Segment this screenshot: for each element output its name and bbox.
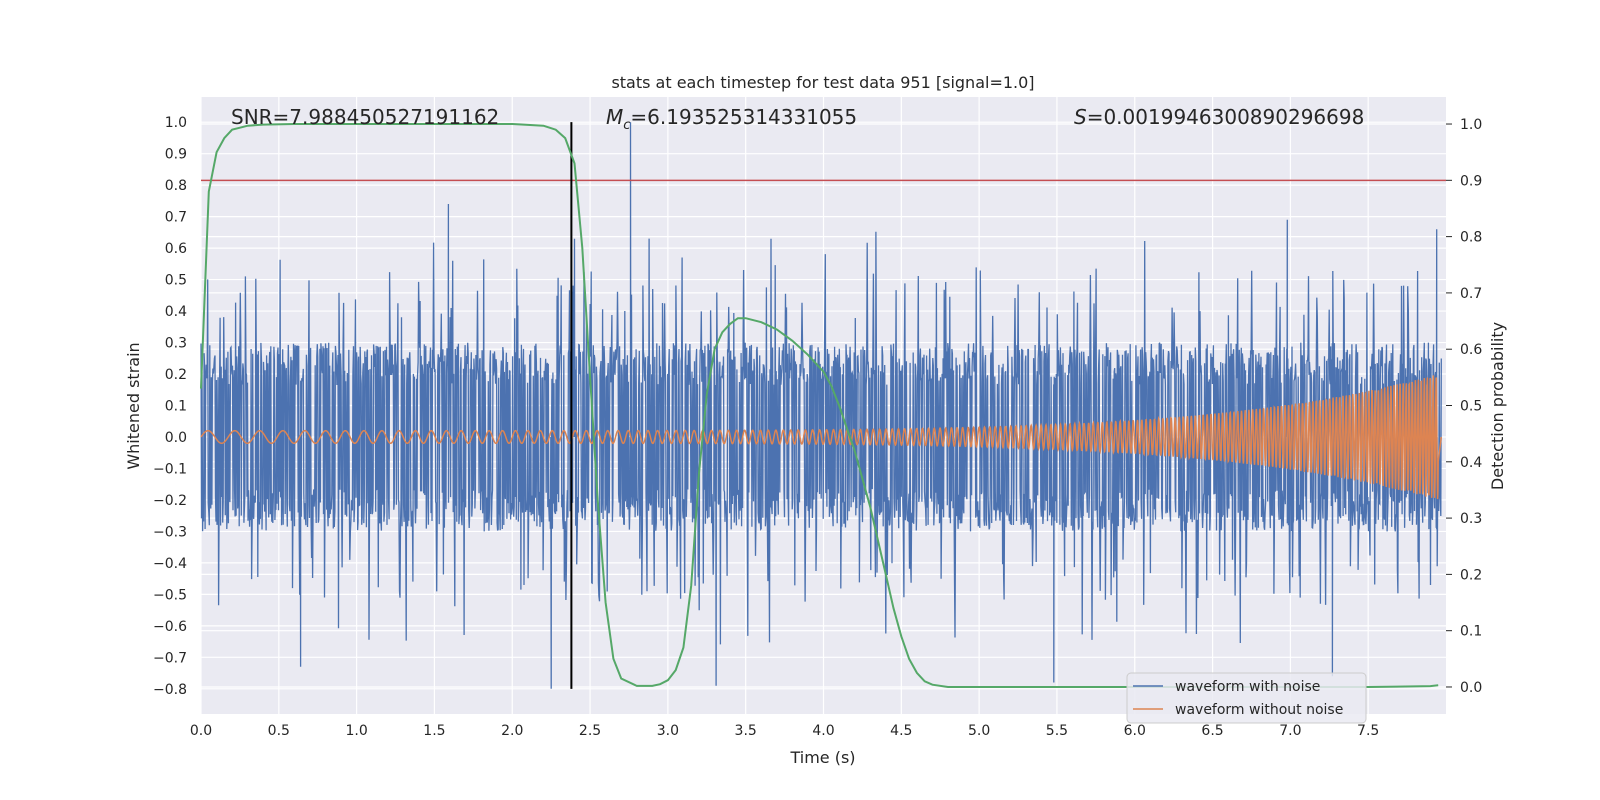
s-annotation: S=0.0019946300890296698 (1074, 105, 1364, 129)
y2-axis-label: Detection probability (1488, 322, 1507, 490)
x-tick-label: 6.5 (1201, 723, 1223, 739)
y-tick-label: 0.7 (165, 210, 187, 226)
y-tick-label: −0.1 (153, 461, 187, 477)
mc-symbol: M (606, 105, 623, 129)
y2-tick-label: 0.0 (1460, 680, 1482, 696)
s-symbol: S (1074, 105, 1087, 129)
y-tick-label: 0.4 (165, 304, 187, 320)
mc-annotation: Mc=6.193525314331055 (606, 105, 857, 133)
y2-tick-label: 0.1 (1460, 624, 1482, 640)
y2-tick-label: 0.6 (1460, 342, 1482, 358)
right-axis-ticks: 0.0 0.1 0.2 0.3 0.4 0.5 0.6 0.7 0.8 0.9 1.0 (1446, 117, 1482, 696)
y-tick-label: 0.0 (165, 430, 187, 446)
x-tick-label: 1.0 (345, 723, 367, 739)
y-tick-label: 0.5 (165, 273, 187, 289)
y-tick-label: 0.3 (165, 336, 187, 352)
y-tick-label: 1.0 (165, 115, 187, 131)
y-tick-label: 0.1 (165, 399, 187, 415)
y-tick-label: 0.6 (165, 241, 187, 257)
x-tick-label: 2.0 (501, 723, 523, 739)
x-tick-label: 4.0 (812, 723, 834, 739)
y-axis-label: Whitened strain (124, 342, 143, 469)
series-waveform-with-noise (200, 122, 1442, 689)
clean-waveform-path (200, 375, 1443, 500)
x-tick-label: 0.5 (268, 723, 290, 739)
mc-value: =6.193525314331055 (630, 105, 857, 129)
x-axis-ticks: 0.0 0.5 1.0 1.5 2.0 2.5 3.0 3.5 4.0 4.5 5.0 5.5 6.0 6… (190, 723, 1379, 739)
x-tick-label: 3.5 (735, 723, 757, 739)
chart-title: stats at each timestep for test data 951… (611, 73, 1034, 92)
x-tick-label: 0.0 (190, 723, 212, 739)
x-tick-label: 4.5 (890, 723, 912, 739)
y2-tick-label: 0.8 (1460, 230, 1482, 246)
x-tick-label: 7.0 (1279, 723, 1301, 739)
x-tick-label: 1.5 (423, 723, 445, 739)
y-tick-label: −0.4 (153, 556, 187, 572)
legend-box (1126, 672, 1367, 724)
noise-waveform-path (200, 122, 1442, 689)
y2-tick-label: 1.0 (1460, 117, 1482, 133)
y2-tick-label: 0.2 (1460, 567, 1482, 583)
x-tick-label: 2.5 (579, 723, 601, 739)
y-tick-label: 0.2 (165, 367, 187, 383)
series-detection-probability (200, 123, 1439, 688)
x-tick-label: 7.5 (1357, 723, 1379, 739)
mc-subscript: c (623, 118, 630, 133)
y-tick-label: −0.8 (153, 682, 187, 698)
series-waveform-without-noise (200, 375, 1443, 500)
snr-annotation: SNR=7.988450527191162 (231, 105, 499, 129)
y-tick-label: −0.3 (153, 524, 187, 540)
y-tick-label: −0.5 (153, 587, 187, 603)
y2-tick-label: 0.5 (1460, 399, 1482, 415)
probability-line (200, 123, 1439, 688)
x-axis-label: Time (s) (789, 748, 855, 767)
y-tick-label: 0.9 (165, 147, 187, 163)
y-tick-label: 0.8 (165, 178, 187, 194)
legend-label-noise: waveform with noise (1175, 679, 1320, 695)
y2-tick-label: 0.9 (1460, 173, 1482, 189)
y2-tick-label: 0.3 (1460, 511, 1482, 527)
y-tick-label: −0.6 (153, 619, 187, 635)
s-value: =0.0019946300890296698 (1087, 105, 1365, 129)
x-tick-label: 5.5 (1046, 723, 1068, 739)
x-tick-label: 6.0 (1124, 723, 1146, 739)
legend-label-clean: waveform without noise (1175, 702, 1343, 718)
legend: waveform with noise waveform without noi… (1126, 672, 1367, 724)
y-tick-label: −0.7 (153, 650, 187, 666)
y-tick-label: −0.2 (153, 493, 187, 509)
left-axis-ticks: −0.8 −0.7 −0.6 −0.5 −0.4 −0.3 −0.2 −0.1 0.0 0.1 0.… (153, 115, 187, 698)
y2-tick-label: 0.7 (1460, 286, 1482, 302)
x-tick-label: 3.0 (657, 723, 679, 739)
y2-tick-label: 0.4 (1460, 455, 1482, 471)
x-tick-label: 5.0 (968, 723, 990, 739)
